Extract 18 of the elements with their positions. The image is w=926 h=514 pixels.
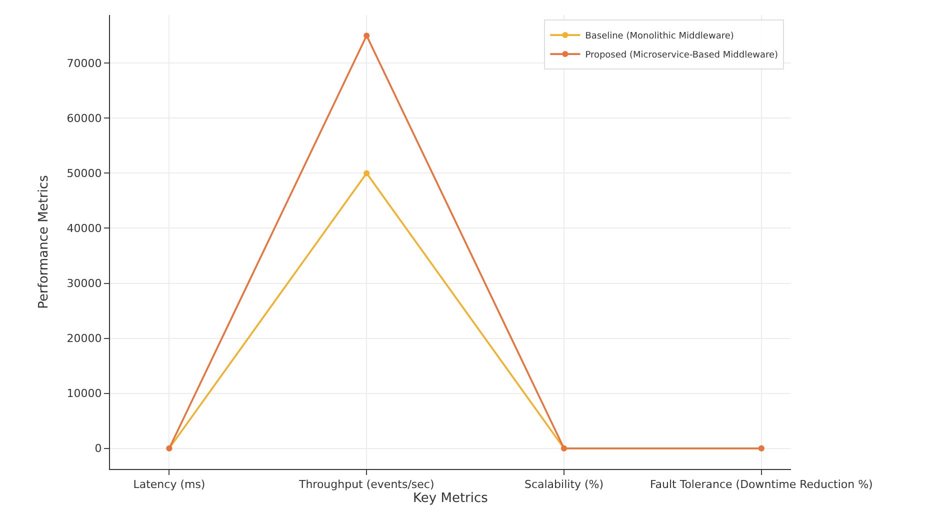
y-tick-label: 50000	[66, 167, 102, 180]
x-tick-label: Scalability (%)	[524, 478, 604, 492]
x-tick-label: Throughput (events/sec)	[298, 478, 434, 492]
x-axis-title: Key Metrics	[413, 491, 488, 506]
y-tick-label: 30000	[66, 277, 102, 290]
point	[364, 32, 370, 39]
legend-label: Proposed (Microservice-Based Middleware)	[585, 50, 778, 61]
y-tick-label: 40000	[66, 222, 102, 236]
y-tick-label: 10000	[66, 387, 102, 400]
y-axis-title: Performance Metrics	[36, 174, 52, 309]
point	[364, 170, 370, 176]
y-tick-label: 60000	[66, 112, 102, 126]
legend-label: Baseline (Monolithic Middleware)	[585, 32, 734, 42]
y-tick-label: 0	[94, 442, 102, 456]
x-tick-label: Fault Tolerance (Downtime Reduction %)	[650, 478, 873, 492]
y-tick-label: 70000	[66, 57, 102, 70]
x-tick-label: Latency (ms)	[133, 478, 206, 492]
y-tick-label: 20000	[66, 332, 102, 346]
